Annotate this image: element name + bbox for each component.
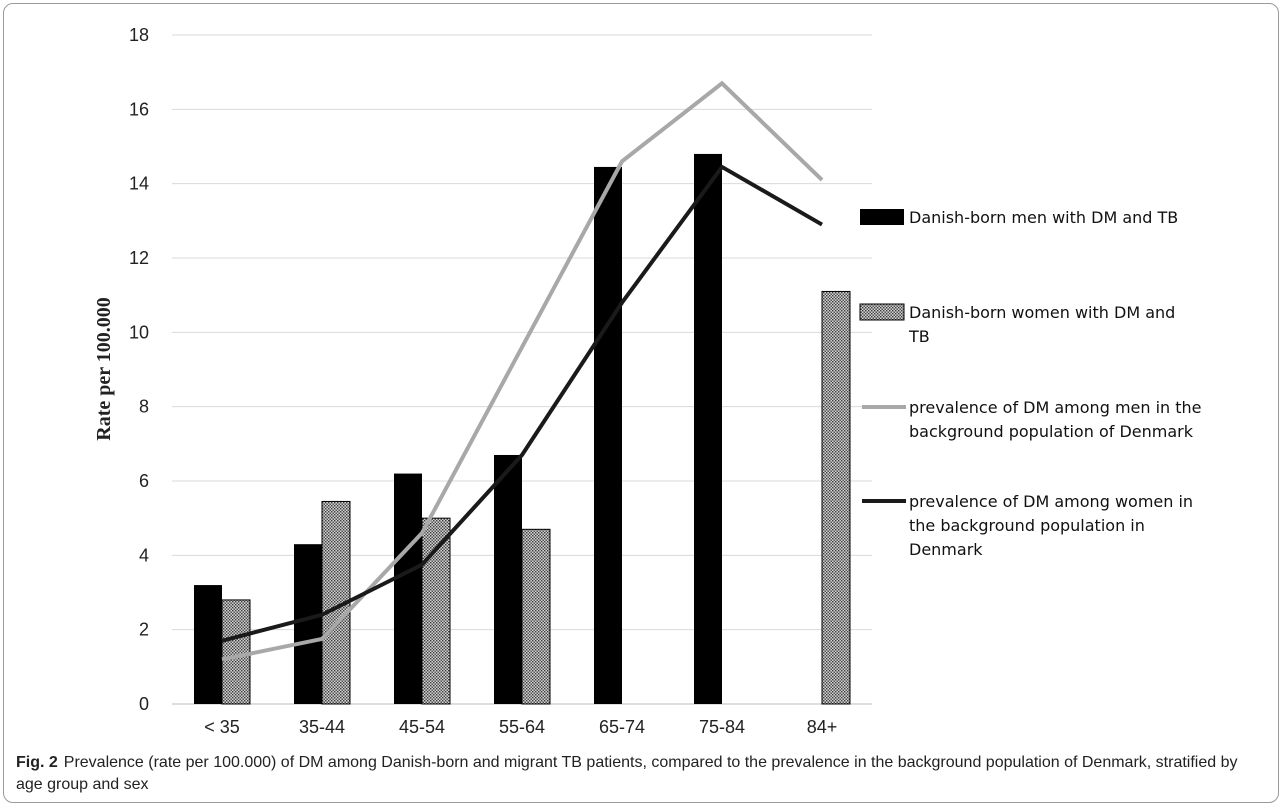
y-axis-title: Rate per 100.000 bbox=[93, 297, 115, 441]
legend: Danish-born men with DM and TB Danish-bor… bbox=[859, 208, 1202, 559]
legend-label: prevalence of DM among women in bbox=[909, 492, 1193, 511]
legend-label: Denmark bbox=[909, 540, 983, 559]
bar-women-0 bbox=[221, 599, 251, 705]
bar-men-1 bbox=[294, 544, 322, 704]
legend-label: background population of Denmark bbox=[909, 422, 1194, 441]
series-line-0 bbox=[221, 80, 824, 662]
bar-men-0 bbox=[194, 585, 222, 704]
x-tick-label: 55-64 bbox=[499, 717, 545, 737]
bar-women-2 bbox=[421, 517, 451, 705]
y-tick-label: 2 bbox=[139, 620, 149, 640]
legend-swatch-0 bbox=[860, 209, 904, 225]
x-tick-label: 84+ bbox=[807, 717, 838, 737]
x-axis-ticks: < 35 35-44 45-54 55-64 65-74 75-84 84+ bbox=[204, 717, 837, 737]
y-tick-label: 18 bbox=[129, 25, 149, 45]
chart: 0 2 4 6 8 10 12 14 16 18 < 35 35-44 45-54 55-64 65-74… bbox=[93, 25, 1202, 737]
y-tick-label: 4 bbox=[139, 545, 149, 565]
figure-caption-label: Fig. 2 bbox=[16, 754, 58, 771]
bar-men-2 bbox=[394, 473, 422, 704]
x-tick-label: 75-84 bbox=[699, 717, 745, 737]
legend-label: TB bbox=[908, 327, 930, 346]
series-lines bbox=[221, 80, 824, 662]
x-tick-label: < 35 bbox=[204, 717, 240, 737]
y-tick-label: 6 bbox=[139, 471, 149, 491]
legend-label: Danish-born men with DM and TB bbox=[909, 208, 1178, 227]
y-tick-label: 0 bbox=[139, 694, 149, 714]
y-tick-label: 10 bbox=[129, 322, 149, 342]
series-line-1 bbox=[221, 164, 823, 643]
figure-frame: 0 2 4 6 8 10 12 14 16 18 < 35 35-44 45-54 55-64 65-74… bbox=[3, 3, 1279, 803]
x-tick-label: 65-74 bbox=[599, 717, 645, 737]
y-tick-label: 16 bbox=[129, 99, 149, 119]
bar-men-5 bbox=[694, 153, 722, 704]
bar-men-4 bbox=[594, 166, 622, 705]
gridlines bbox=[172, 34, 872, 705]
figure-caption-text: Prevalence (rate per 100.000) of DM amon… bbox=[16, 754, 1238, 793]
bar-women-3 bbox=[521, 528, 551, 705]
legend-label: the background population in bbox=[909, 516, 1145, 535]
bar-men-3 bbox=[494, 454, 522, 704]
x-tick-label: 35-44 bbox=[299, 717, 345, 737]
x-tick-label: 45-54 bbox=[399, 717, 445, 737]
legend-swatch-1 bbox=[859, 303, 905, 321]
figure-caption: Fig. 2 Prevalence (rate per 100.000) of D… bbox=[16, 752, 1266, 796]
bar-women-6 bbox=[821, 290, 851, 705]
y-tick-label: 12 bbox=[129, 248, 149, 268]
legend-label: Danish-born women with DM and bbox=[909, 303, 1175, 322]
y-axis-ticks: 0 2 4 6 8 10 12 14 16 18 bbox=[129, 25, 149, 714]
legend-label: prevalence of DM among men in the bbox=[909, 398, 1202, 417]
y-tick-label: 8 bbox=[139, 397, 149, 417]
y-tick-label: 14 bbox=[129, 174, 149, 194]
